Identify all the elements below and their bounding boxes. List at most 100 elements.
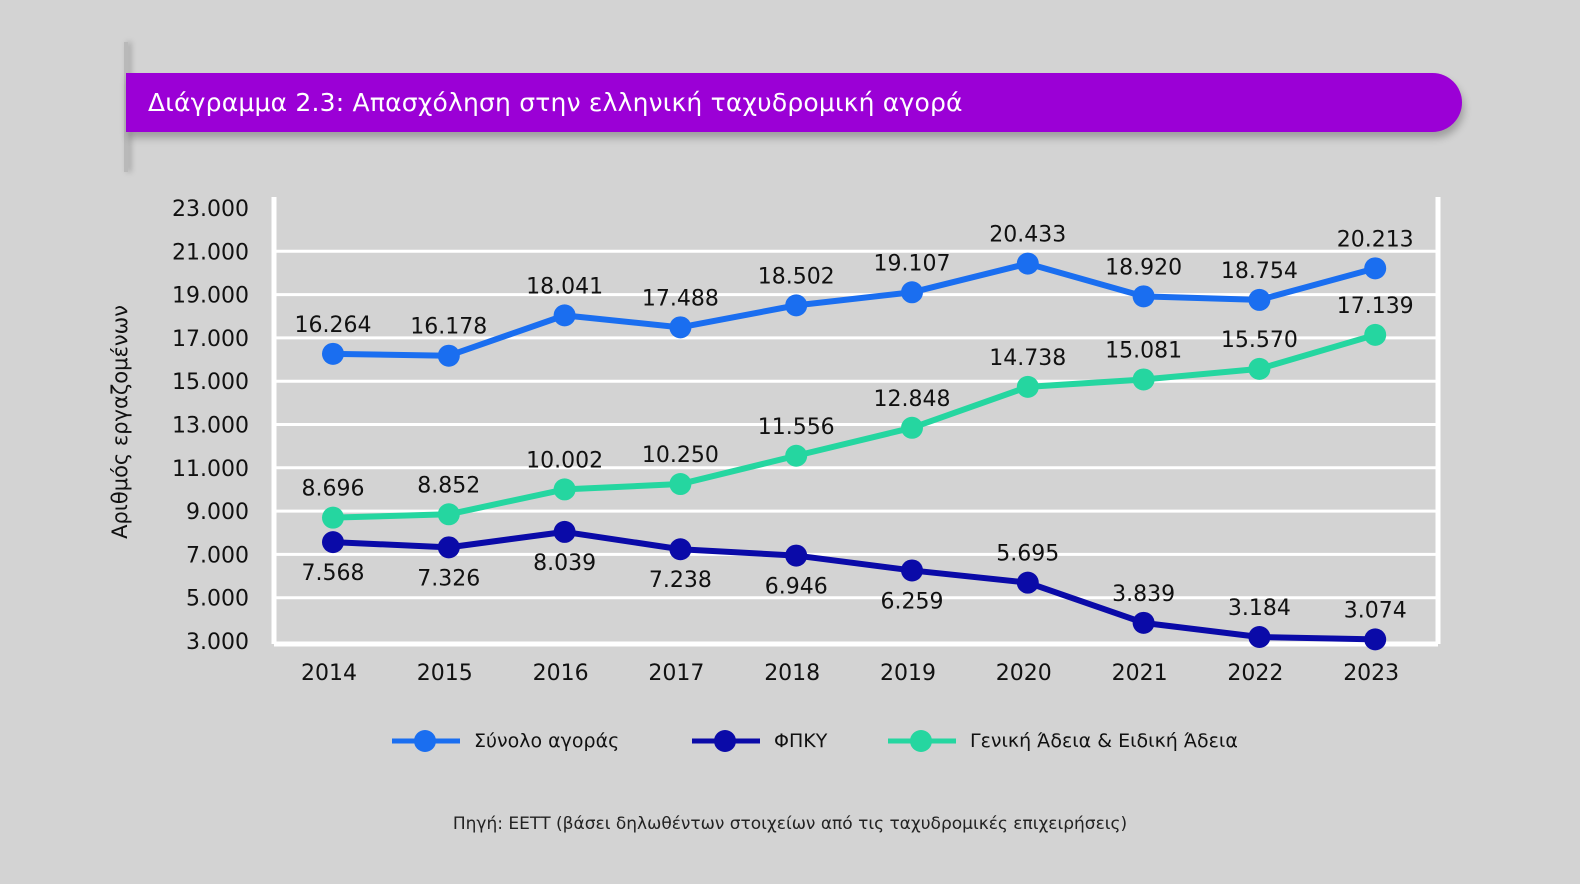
y-tick-label: 23.000 <box>172 197 249 222</box>
data-point <box>1248 288 1271 311</box>
data-point <box>437 536 460 559</box>
data-point <box>322 506 344 529</box>
legend-item-total-market[interactable]: Σύνολο αγοράς <box>392 728 619 754</box>
data-label: 8.039 <box>533 551 596 576</box>
data-label: 15.570 <box>1221 328 1298 353</box>
data-label: 16.264 <box>295 313 372 338</box>
y-tick-label: 9.000 <box>186 500 249 525</box>
data-point <box>553 520 576 543</box>
data-label: 6.946 <box>765 575 828 600</box>
legend-item-general-special-license[interactable]: Γενική Άδεια & Ειδική Άδεια <box>888 728 1238 754</box>
data-point <box>669 538 692 561</box>
legend-marker-icon <box>392 730 460 752</box>
data-point <box>1132 611 1155 634</box>
data-label: 20.213 <box>1337 227 1414 252</box>
data-point <box>1248 626 1271 649</box>
x-tick-label: 2022 <box>1227 661 1283 686</box>
data-label: 10.250 <box>642 443 719 468</box>
x-tick-label: 2018 <box>764 661 820 686</box>
data-label: 8.696 <box>302 477 365 502</box>
legend-label: Γενική Άδεια & Ειδική Άδεια <box>970 730 1238 752</box>
data-label: 17.139 <box>1337 294 1414 319</box>
y-axis-ticks: 3.000 5.000 7.000 9.000 11.000 13.000 15.000 17… <box>172 197 249 655</box>
data-label: 10.002 <box>526 448 603 473</box>
x-tick-label: 2020 <box>996 661 1052 686</box>
data-point <box>1132 368 1155 391</box>
data-label: 20.433 <box>989 223 1066 248</box>
data-point <box>553 304 576 327</box>
series-line <box>332 528 1376 643</box>
legend-label: Σύνολο αγοράς <box>474 730 620 752</box>
data-label: 18.502 <box>758 264 835 289</box>
y-tick-label: 5.000 <box>186 587 249 612</box>
data-label: 8.852 <box>417 473 480 498</box>
legend-marker-icon <box>888 730 956 752</box>
data-label: 17.488 <box>642 286 719 311</box>
x-tick-label: 2021 <box>1112 661 1168 686</box>
series-line <box>332 332 1377 521</box>
data-label: 18.920 <box>1105 255 1182 280</box>
y-tick-label: 7.000 <box>186 543 249 568</box>
data-label: 3.074 <box>1344 598 1407 623</box>
data-point <box>1016 252 1039 275</box>
x-tick-label: 2014 <box>301 661 357 686</box>
data-point <box>1364 323 1387 346</box>
x-tick-label: 2015 <box>417 661 473 686</box>
data-point <box>785 294 808 317</box>
data-point <box>901 559 923 582</box>
source-note: Πηγή: ΕΕΤΤ (βάσει δηλωθέντων στοιχείων α… <box>452 814 1128 834</box>
y-tick-label: 3.000 <box>186 630 249 655</box>
legend: Σύνολο αγοράς ΦΠΚΥ Γενική Άδεια & Ειδική… <box>0 728 1580 764</box>
y-tick-label: 11.000 <box>172 457 249 482</box>
gridlines <box>274 249 1438 600</box>
chart-title: Διάγραμμα 2.3: Απασχόληση στην ελληνική … <box>148 88 963 117</box>
data-label: 14.738 <box>989 346 1066 371</box>
data-label: 18.041 <box>526 274 603 299</box>
legend-item-fpky[interactable]: ΦΠΚΥ <box>692 728 827 754</box>
plot-frame <box>271 197 1441 647</box>
y-tick-label: 19.000 <box>172 284 249 309</box>
data-point <box>1248 357 1271 380</box>
data-point <box>322 531 344 554</box>
data-label: 7.326 <box>417 566 480 591</box>
data-label: 3.184 <box>1228 596 1291 621</box>
data-labels: 16.264 16.178 18.041 17.488 18.502 19.107 20.4… <box>295 223 1414 624</box>
data-label: 18.754 <box>1221 259 1298 284</box>
data-label: 6.259 <box>881 589 944 614</box>
data-point <box>1016 571 1039 594</box>
y-tick-label: 21.000 <box>172 240 249 265</box>
title-banner: Διάγραμμα 2.3: Απασχόληση στην ελληνική … <box>126 73 1462 132</box>
data-point <box>553 478 576 501</box>
legend-marker-icon <box>692 730 760 752</box>
data-point <box>322 342 344 365</box>
data-point <box>901 281 923 304</box>
x-tick-label: 2019 <box>880 661 936 686</box>
data-point <box>901 416 923 439</box>
y-tick-label: 13.000 <box>172 414 249 439</box>
data-label: 7.568 <box>302 561 365 586</box>
data-label: 11.556 <box>758 415 835 440</box>
data-point <box>437 503 460 526</box>
x-axis-ticks: 2014 2015 2016 2017 2018 2019 2020 2021 2022 2023 <box>301 661 1399 686</box>
data-point <box>1364 257 1387 280</box>
data-point <box>785 444 808 467</box>
x-tick-label: 2017 <box>648 661 704 686</box>
data-point <box>669 473 692 496</box>
data-label: 3.839 <box>1112 582 1175 607</box>
data-label: 15.081 <box>1105 338 1182 363</box>
x-tick-label: 2023 <box>1343 661 1399 686</box>
y-axis-label: Αριθμός εργαζομένων <box>108 305 132 539</box>
data-point <box>669 316 692 339</box>
series-group <box>322 252 1387 651</box>
data-point <box>1016 375 1039 398</box>
data-label: 7.238 <box>649 568 712 593</box>
legend-label: ΦΠΚΥ <box>774 730 828 752</box>
data-point <box>1132 285 1155 308</box>
data-point <box>785 544 808 567</box>
data-label: 16.178 <box>410 315 487 340</box>
series-line <box>332 260 1376 359</box>
y-tick-label: 15.000 <box>172 370 249 395</box>
data-point <box>437 344 460 367</box>
data-label: 5.695 <box>996 542 1059 567</box>
